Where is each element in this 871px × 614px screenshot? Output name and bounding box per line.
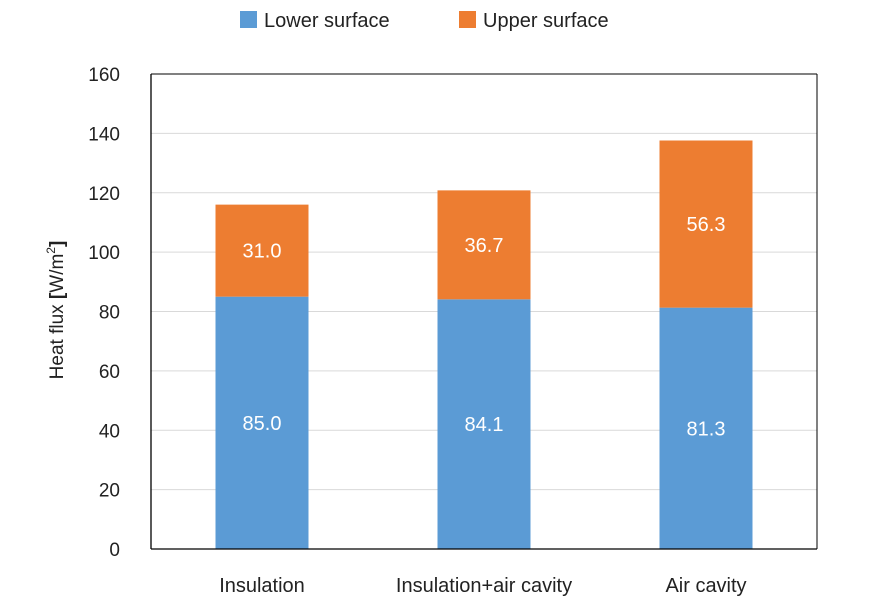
legend-swatch-lower-surface bbox=[240, 11, 257, 28]
data-label-lower-surface: 84.1 bbox=[465, 414, 504, 436]
y-tick-label: 160 bbox=[88, 65, 120, 86]
data-label-upper-surface: 56.3 bbox=[687, 214, 726, 236]
bar-lower-surface bbox=[437, 299, 531, 549]
y-tick-labels: 0 20 40 60 80 100 120 140 160 bbox=[88, 65, 120, 561]
legend-swatch-upper-surface bbox=[459, 11, 476, 28]
legend: Lower surface Upper surface bbox=[240, 10, 609, 32]
data-label-lower-surface: 81.3 bbox=[687, 418, 726, 440]
x-category-label: Insulation bbox=[219, 575, 305, 597]
data-label-lower-surface: 85.0 bbox=[243, 413, 282, 435]
y-tick-label: 120 bbox=[88, 184, 120, 205]
y-tick-label: 20 bbox=[99, 481, 120, 502]
x-category-label: Insulation+air cavity bbox=[396, 575, 572, 597]
x-category-labels: Insulation Insulation+air cavity Air cavit… bbox=[219, 575, 746, 597]
bar-lower-surface bbox=[659, 307, 753, 549]
axes bbox=[150, 73, 818, 550]
y-tick-label: 60 bbox=[99, 362, 120, 383]
legend-label-upper-surface: Upper surface bbox=[483, 10, 609, 32]
legend-label-lower-surface: Lower surface bbox=[264, 10, 390, 32]
data-label-upper-surface: 36.7 bbox=[465, 235, 504, 257]
bar-upper-surface bbox=[659, 140, 753, 308]
bar-upper-surface bbox=[215, 204, 309, 297]
y-axis-label: Heat flux [W/m2] bbox=[44, 241, 68, 380]
y-tick-label: 140 bbox=[88, 124, 120, 145]
y-tick-label: 0 bbox=[109, 540, 120, 561]
y-tick-label: 100 bbox=[88, 243, 120, 264]
y-tick-label: 80 bbox=[99, 303, 120, 324]
bars: 85.0 31.0 84.1 36.7 81.3 56.3 bbox=[215, 140, 753, 549]
x-category-label: Air cavity bbox=[665, 575, 746, 597]
data-label-upper-surface: 31.0 bbox=[243, 241, 282, 263]
y-tick-label: 40 bbox=[99, 421, 120, 442]
bar-lower-surface bbox=[215, 296, 309, 549]
bar-upper-surface bbox=[437, 190, 531, 300]
